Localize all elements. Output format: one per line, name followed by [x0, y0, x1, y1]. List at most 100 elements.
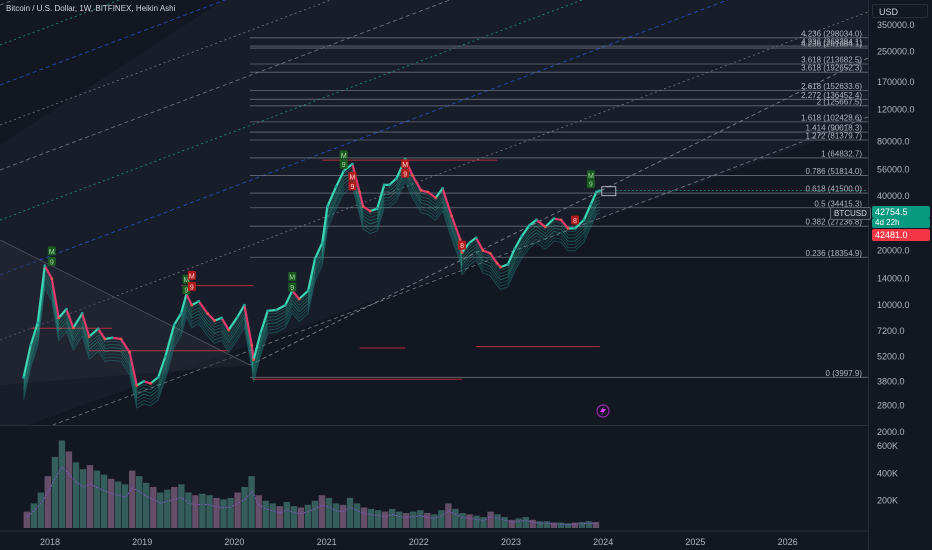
flash-icon [596, 404, 610, 418]
price-point [149, 382, 153, 385]
signal-marker [348, 181, 357, 191]
price-segment-down [243, 304, 253, 347]
volume-bar [445, 503, 452, 528]
volume-bar [557, 522, 564, 528]
price-segment-up [149, 376, 160, 385]
price-point [474, 236, 478, 240]
price-segment-up [275, 304, 287, 312]
volume-bar [276, 506, 283, 528]
price-segment-down [197, 300, 209, 315]
volume-bar [550, 522, 557, 528]
signal-marker-label: M [402, 162, 408, 169]
volume-bar [164, 489, 171, 528]
signal-marker-label: M [350, 174, 356, 181]
price-point [573, 227, 577, 230]
fib-level-label: 2 (125667.5) [817, 97, 863, 106]
signal-marker-label: M [184, 277, 190, 284]
price-segment-up [313, 241, 324, 260]
signal-marker-label: 9 [350, 184, 354, 191]
price-point [458, 238, 462, 241]
volume-bar [318, 495, 326, 528]
volume-bar [578, 521, 586, 528]
signal-marker-label: M [588, 173, 594, 180]
signal-marker-label: 9 [589, 182, 593, 189]
price-point [213, 319, 217, 323]
price-segment-down [50, 277, 60, 319]
price-segment-down [559, 218, 570, 230]
fib-level-label: 0.618 (41500.0) [806, 185, 863, 194]
currency-selector[interactable]: USD [872, 4, 928, 18]
price-point [57, 316, 61, 320]
symbol-label: BTCUSD [830, 207, 871, 220]
price-point [450, 214, 453, 218]
ribbon-band [23, 160, 600, 390]
ribbon-band [23, 170, 600, 400]
price-segment-up [388, 177, 398, 186]
ribbon-band [23, 167, 600, 396]
time-tick-label: 2019 [132, 537, 152, 547]
volume-bar [178, 484, 185, 528]
price-segment-up [22, 344, 32, 379]
price-segment-up [88, 327, 100, 338]
volume-bar [325, 497, 333, 528]
volume-bar [396, 511, 403, 528]
volume-bar [410, 511, 417, 528]
volume-bar [58, 440, 66, 528]
price-segment-up [36, 264, 46, 324]
price-point [206, 312, 209, 315]
price-segment-up [29, 321, 39, 347]
price-tick-label: 7200.0 [877, 326, 905, 336]
price-point [71, 326, 75, 330]
price-segment-down [65, 308, 75, 329]
signal-marker-label: 8 [460, 243, 464, 250]
price-point [589, 202, 593, 206]
price-segment-down [535, 218, 547, 228]
ribbon-band [23, 173, 600, 403]
price-point [275, 308, 278, 312]
price-segment-up [513, 235, 523, 250]
price-segment-down [185, 293, 193, 307]
signal-marker [339, 159, 348, 169]
price-point [513, 247, 517, 251]
volume-bar [72, 462, 80, 528]
price-point [361, 205, 365, 208]
price-point [266, 309, 270, 313]
price-segment-up [544, 217, 556, 228]
fib-level-label: 1.618 (102428.6) [801, 113, 862, 122]
price-segment-up [573, 218, 586, 230]
pane-divider[interactable] [0, 425, 868, 426]
volume-bar [360, 507, 368, 528]
price-point [259, 331, 262, 335]
price-segment-up [589, 191, 598, 206]
price-point [559, 218, 563, 222]
price-segment-up [157, 355, 167, 379]
signal-marker [570, 215, 579, 225]
price-tick-label: 170000.0 [877, 77, 915, 87]
price-point [197, 299, 201, 303]
price-segment-up [173, 312, 183, 326]
price-segment-down [128, 351, 138, 387]
volume-bar [227, 497, 234, 528]
price-point [190, 303, 194, 307]
price-point [552, 217, 556, 221]
price-point [36, 321, 40, 325]
price-point [419, 188, 423, 192]
volume-bar [522, 517, 529, 528]
volume-bar [241, 487, 248, 528]
price-segment-up [259, 309, 269, 335]
price-segment-down [220, 316, 230, 331]
price-segment-up [434, 187, 444, 199]
fib-level-label: 3.618 (192652.3) [801, 64, 862, 73]
price-segment-down [96, 327, 107, 341]
price-point [387, 183, 391, 187]
volume-bar [438, 510, 445, 528]
price-segment-down [426, 191, 437, 199]
volume-bar [311, 500, 319, 528]
price-point [320, 241, 324, 245]
channel-line [51, 116, 868, 425]
price-point [243, 303, 246, 307]
price-segment-up [57, 308, 68, 319]
fib-level-label: 0.786 (51814.0) [806, 167, 863, 176]
